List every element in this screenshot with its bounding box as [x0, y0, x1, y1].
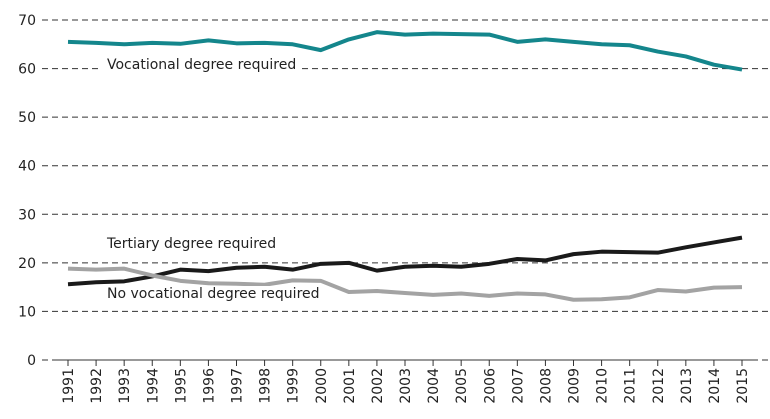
x-tick-label: 2011 — [623, 368, 639, 404]
x-tick-label: 1997 — [230, 368, 246, 404]
x-tick-label: 2012 — [651, 368, 667, 404]
y-tick-label: 60 — [18, 62, 36, 78]
y-tick-label: 50 — [18, 110, 36, 126]
x-tick-label: 1994 — [145, 368, 161, 404]
x-tick-label: 1996 — [201, 368, 217, 404]
x-tick-label: 2000 — [314, 368, 330, 404]
x-tick-label: 2006 — [482, 368, 498, 404]
x-tick-label: 2001 — [342, 368, 358, 404]
x-tick-label: 1998 — [258, 368, 274, 404]
x-tick-label: 2009 — [567, 368, 583, 404]
x-tick-label: 2004 — [426, 368, 442, 404]
y-tick-label: 30 — [18, 207, 36, 223]
y-tick-label: 40 — [18, 159, 36, 175]
series-label: Tertiary degree required — [106, 236, 276, 252]
x-tick-label: 2014 — [707, 368, 723, 404]
x-tick-label: 2008 — [538, 368, 554, 404]
x-tick-label: 1995 — [173, 368, 189, 404]
y-tick-label: 0 — [27, 353, 36, 369]
series-line — [67, 266, 743, 302]
y-tick-label: 20 — [18, 256, 36, 272]
y-tick-label: 70 — [18, 13, 36, 29]
x-tick-label: 2015 — [735, 368, 751, 404]
x-tick-label: 1993 — [117, 368, 133, 404]
x-tick-label: 2003 — [398, 368, 414, 404]
series-label: Vocational degree required — [107, 57, 296, 73]
x-tick-label: 2007 — [510, 368, 526, 404]
x-tick-label: 2013 — [679, 368, 695, 404]
series-line — [67, 235, 743, 287]
x-tick-label: 2005 — [454, 368, 470, 404]
y-tick-label: 10 — [18, 304, 36, 320]
x-tick-label: 2002 — [370, 368, 386, 404]
label-background — [101, 236, 282, 252]
series-label: No vocational degree required — [107, 286, 320, 302]
x-tick-label: 1991 — [61, 368, 77, 404]
label-background — [102, 286, 325, 302]
label-background — [102, 57, 302, 73]
series-line — [67, 30, 743, 72]
x-tick-label: 2010 — [595, 368, 611, 404]
x-tick-label: 1999 — [286, 368, 302, 404]
x-tick-label: 1992 — [89, 368, 105, 404]
